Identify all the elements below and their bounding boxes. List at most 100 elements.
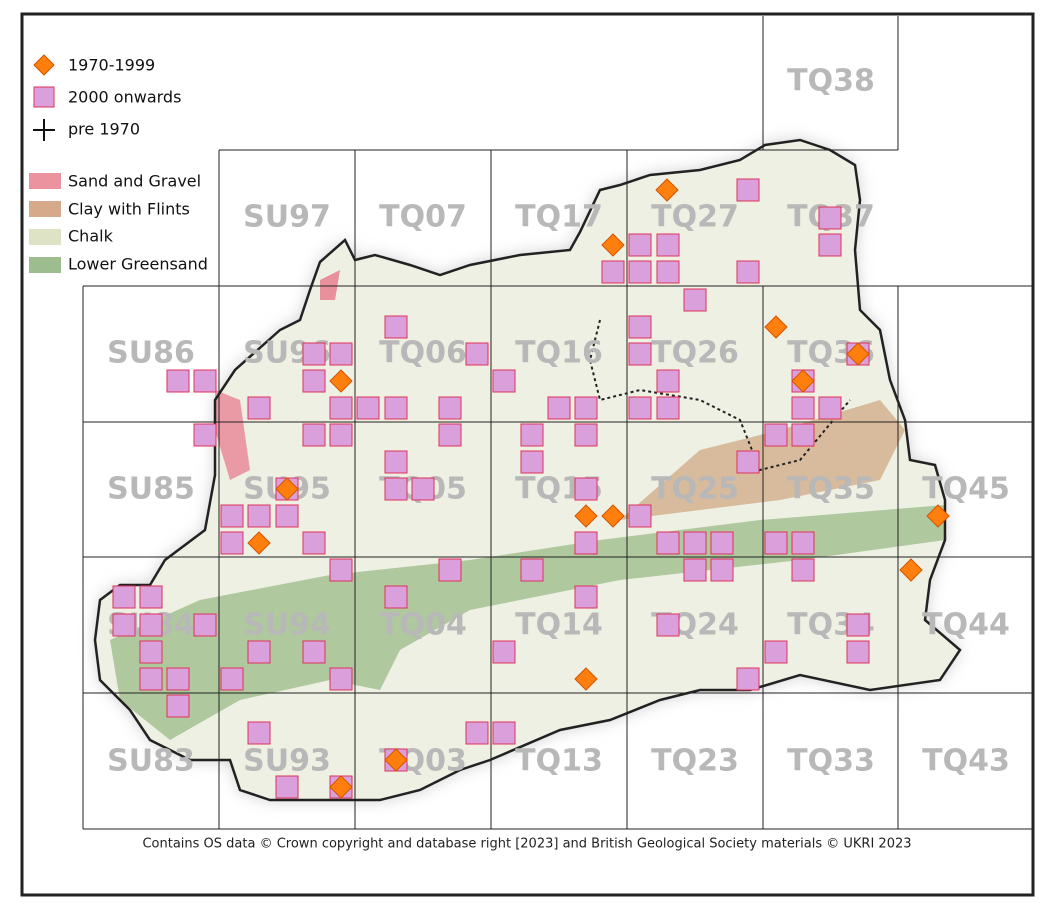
grid-label: TQ33 xyxy=(787,744,875,779)
record-2000-onwards xyxy=(166,667,190,691)
county-boundary xyxy=(93,138,962,802)
record-2000-onwards xyxy=(193,369,217,393)
record-1970-1999 xyxy=(601,233,625,257)
record-2000-onwards xyxy=(275,775,299,799)
record-1970-1999 xyxy=(926,504,950,528)
record-2000-onwards xyxy=(329,342,353,366)
record-2000-onwards xyxy=(791,531,815,555)
record-2000-onwards xyxy=(656,396,680,420)
record-2000-onwards xyxy=(736,178,760,202)
record-2000-onwards xyxy=(220,504,244,528)
grid-label: TQ23 xyxy=(651,744,739,779)
grid-label: SU97 xyxy=(243,200,331,235)
record-2000-onwards xyxy=(329,396,353,420)
record-2000-onwards xyxy=(220,531,244,555)
record-2000-onwards xyxy=(247,640,271,664)
grid xyxy=(82,16,1034,830)
grid-label: TQ44 xyxy=(922,608,1010,643)
grid-label: SU83 xyxy=(107,744,195,779)
record-2000-onwards xyxy=(465,342,489,366)
record-2000-onwards xyxy=(384,315,408,339)
record-1970-1999 xyxy=(601,504,625,528)
record-2000-onwards xyxy=(193,423,217,447)
grid-label: TQ07 xyxy=(379,200,467,235)
record-2000-onwards xyxy=(438,558,462,582)
record-2000-onwards xyxy=(656,613,680,637)
record-2000-onwards xyxy=(656,260,680,284)
grid-label: TQ43 xyxy=(922,744,1010,779)
sand-and-gravel xyxy=(215,390,250,480)
record-2000-onwards xyxy=(628,342,652,366)
record-2000-onwards xyxy=(628,233,652,257)
record-2000-onwards xyxy=(736,667,760,691)
record-2000-onwards xyxy=(329,667,353,691)
record-1970-1999 xyxy=(791,369,815,393)
record-1970-1999 xyxy=(329,369,353,393)
record-2000-onwards xyxy=(574,585,598,609)
grid-label: TQ17 xyxy=(515,200,603,235)
record-2000-onwards xyxy=(275,504,299,528)
record-2000-onwards xyxy=(574,396,598,420)
record-2000-onwards xyxy=(791,396,815,420)
record-2000-onwards xyxy=(329,558,353,582)
record-2000-onwards xyxy=(465,721,489,745)
record-1970-1999 xyxy=(846,342,870,366)
record-2000-onwards xyxy=(247,504,271,528)
legend-label: Sand and Gravel xyxy=(68,172,201,191)
record-2000-onwards xyxy=(520,423,544,447)
record-2000-onwards xyxy=(683,531,707,555)
record-2000-onwards xyxy=(818,233,842,257)
record-2000-onwards xyxy=(683,288,707,312)
record-2000-onwards xyxy=(764,531,788,555)
grid-label: SU86 xyxy=(107,336,195,371)
record-2000-onwards xyxy=(791,423,815,447)
record-2000-onwards xyxy=(574,477,598,501)
greensand xyxy=(110,505,945,740)
record-2000-onwards xyxy=(384,585,408,609)
record-2000-onwards xyxy=(247,721,271,745)
legend-patch xyxy=(29,173,61,189)
record-2000-onwards xyxy=(574,531,598,555)
record-1970-1999 xyxy=(899,558,923,582)
record-2000-onwards xyxy=(628,260,652,284)
record-2000-onwards xyxy=(656,369,680,393)
record-1970-1999 xyxy=(764,315,788,339)
record-2000-onwards xyxy=(846,613,870,637)
record-2000-onwards xyxy=(520,558,544,582)
grid-labels: TQ38SU97TQ07TQ17TQ27TQ37SU86SU96TQ06TQ16… xyxy=(107,64,1010,779)
record-1970-1999 xyxy=(329,775,353,799)
grid-label: TQ35 xyxy=(787,472,875,507)
record-1970-1999 xyxy=(384,748,408,772)
record-2000-onwards xyxy=(329,423,353,447)
legend-patch xyxy=(29,229,61,245)
record-2000-onwards xyxy=(791,558,815,582)
legend-patch xyxy=(29,201,61,217)
legend-label: 1970-1999 xyxy=(68,56,155,75)
legend-label: Chalk xyxy=(68,227,114,246)
record-2000-onwards xyxy=(356,396,380,420)
record-1970-1999 xyxy=(574,504,598,528)
record-2000-onwards xyxy=(302,369,326,393)
grid-label: SU94 xyxy=(243,608,331,643)
legend-label: Clay with Flints xyxy=(68,200,190,219)
record-2000-onwards xyxy=(139,667,163,691)
record-2000-onwards xyxy=(139,585,163,609)
legend-label: pre 1970 xyxy=(68,120,140,139)
record-2000-onwards xyxy=(628,504,652,528)
record-2000-onwards xyxy=(656,233,680,257)
grid-label: TQ04 xyxy=(379,608,467,643)
record-1970-1999 xyxy=(655,178,679,202)
record-2000-onwards xyxy=(492,721,516,745)
record-2000-onwards xyxy=(112,585,136,609)
record-2000-onwards xyxy=(520,450,544,474)
record-2000-onwards xyxy=(302,640,326,664)
legend-diamond xyxy=(33,54,55,76)
record-2000-onwards xyxy=(302,342,326,366)
record-2000-onwards xyxy=(656,531,680,555)
record-2000-onwards xyxy=(710,531,734,555)
record-2000-onwards xyxy=(846,640,870,664)
record-2000-onwards xyxy=(166,694,190,718)
record-2000-onwards xyxy=(302,423,326,447)
